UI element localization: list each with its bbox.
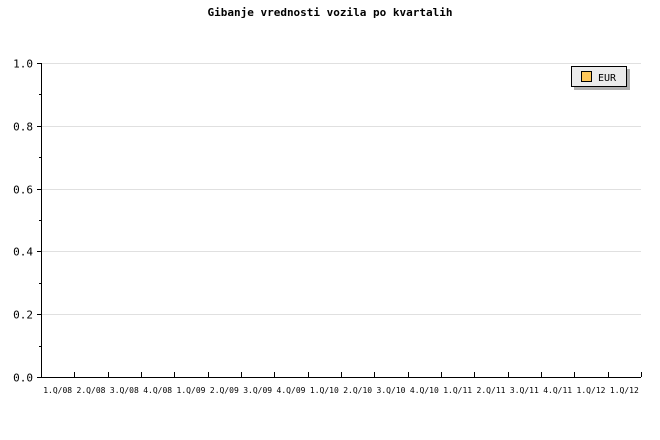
x-tick-label: 1.Q/12 [577,386,606,395]
y-tick-labels: 0.0 0.2 0.4 0.6 0.8 1.0 [13,58,33,385]
legend: EUR [571,66,630,90]
y-tick-label: 0.2 [13,309,33,322]
x-tick-label: 4.Q/08 [143,386,172,395]
x-tick-label: 1.Q/09 [177,386,206,395]
x-tick-label: 1.Q/10 [310,386,339,395]
x-tick-label: 3.Q/11 [510,386,539,395]
x-tick-label: 2.Q/11 [477,386,506,395]
x-tick-label: 1.Q/08 [43,386,72,395]
x-tick-label: 2.Q/10 [343,386,372,395]
x-tick-label: 2.Q/09 [210,386,239,395]
x-tick-label: 4.Q/10 [410,386,439,395]
y-tick-label: 0.6 [13,184,33,197]
x-tick-label: 1.Q/12 [610,386,639,395]
y-tick-label: 1.0 [13,58,33,71]
legend-label: EUR [598,73,617,84]
x-tick-label: 1.Q/11 [443,386,472,395]
x-tick-labels: 1.Q/08 2.Q/08 3.Q/08 4.Q/08 1.Q/09 2.Q/09 3.Q/… [43,386,639,395]
x-tick-label: 4.Q/09 [277,386,306,395]
chart-title: Gibanje vrednosti vozila po kvartalih [207,6,452,19]
y-tick-label: 0.4 [13,246,33,259]
y-tick-label: 0.8 [13,121,33,134]
y-tick-label: 0.0 [13,372,33,385]
x-tick-label: 3.Q/10 [377,386,406,395]
x-tick-label: 3.Q/08 [110,386,139,395]
legend-swatch [581,71,592,82]
gridlines [41,63,641,315]
x-tick-label: 4.Q/11 [543,386,572,395]
x-tick-label: 2.Q/08 [77,386,106,395]
x-tick-label: 3.Q/09 [243,386,272,395]
axes [37,63,642,378]
